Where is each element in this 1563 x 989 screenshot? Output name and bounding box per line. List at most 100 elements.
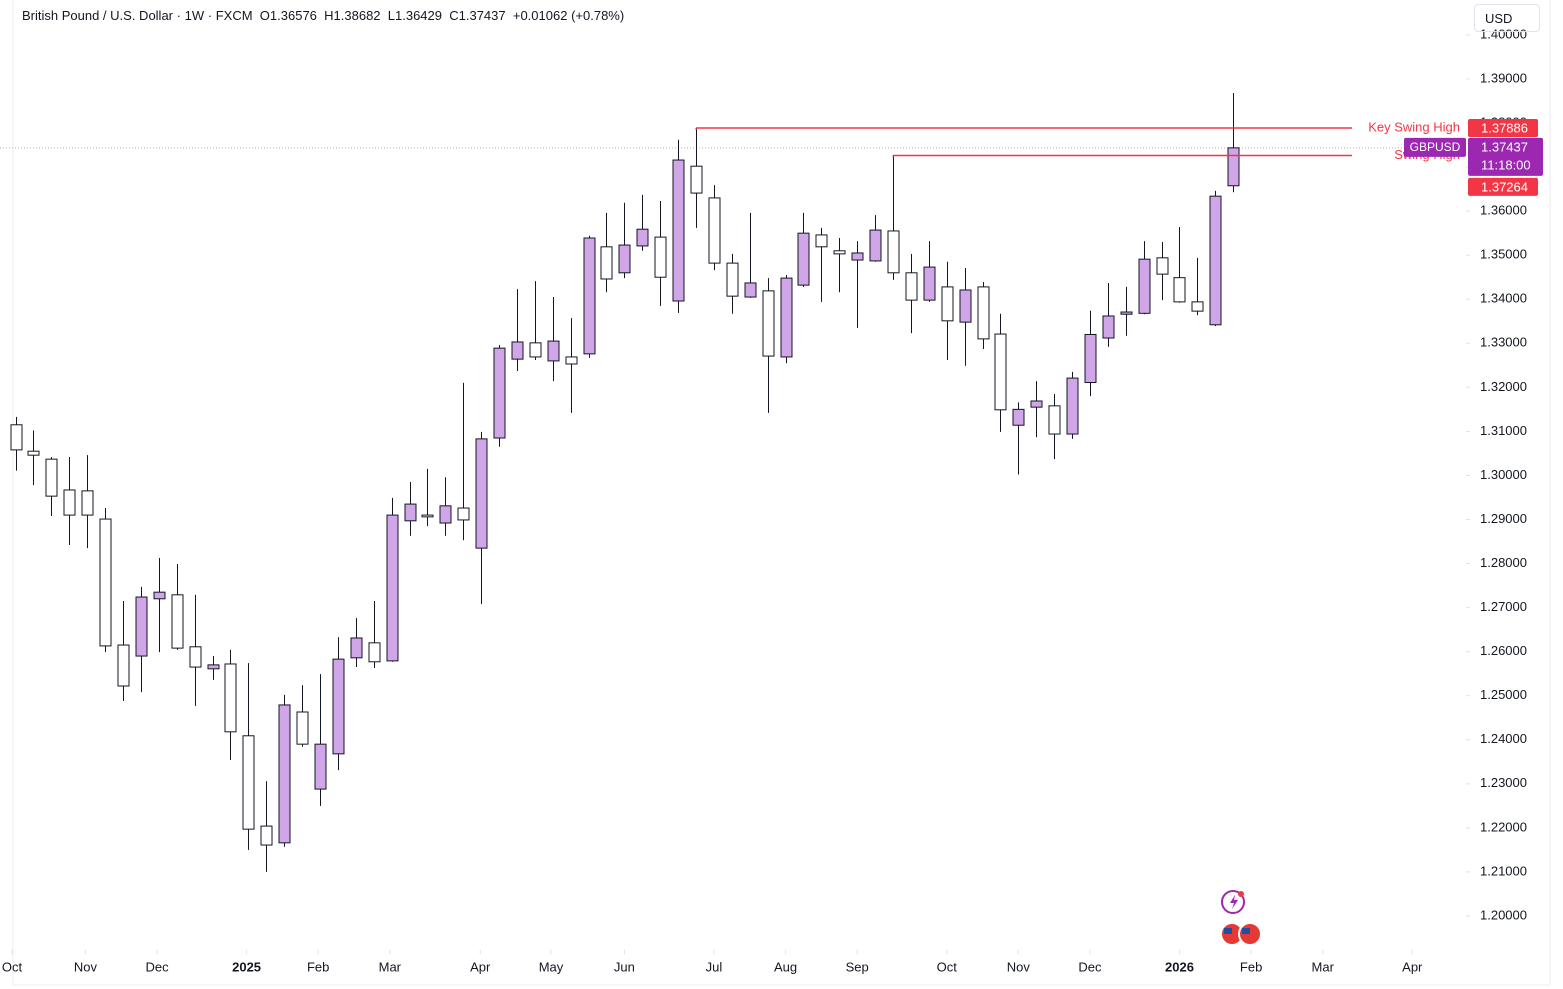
candle-body bbox=[905, 272, 918, 301]
candle-body bbox=[45, 458, 58, 497]
ohlc-value: 1.37437 bbox=[458, 8, 506, 23]
x-tick-label: Oct bbox=[2, 959, 23, 974]
candle-body bbox=[1138, 258, 1151, 314]
y-tick-label: 1.27000 bbox=[1480, 599, 1527, 614]
candle-body bbox=[117, 644, 130, 687]
candle-body bbox=[10, 424, 23, 451]
annotation-label: Key Swing High bbox=[1368, 119, 1460, 134]
separator: · bbox=[176, 8, 181, 23]
symbol-tag-label: GBPUSD bbox=[1410, 140, 1461, 154]
price-tag-label: 1.37437 bbox=[1481, 139, 1528, 154]
candle-body bbox=[565, 356, 578, 365]
annotation-price-tag bbox=[1468, 177, 1538, 196]
candle-body bbox=[1066, 377, 1079, 435]
symbol-tag bbox=[1404, 137, 1466, 157]
candle-body bbox=[171, 594, 184, 649]
candle-body bbox=[81, 490, 94, 516]
symbol-title: British Pound / U.S. Dollar bbox=[22, 8, 174, 23]
candle-body bbox=[493, 347, 506, 439]
annotation-price-tag bbox=[1468, 119, 1538, 138]
symbol-header: British Pound / U.S. Dollar · 1W · FXCM … bbox=[22, 8, 624, 23]
candle-body bbox=[1227, 147, 1240, 187]
candle-body bbox=[332, 658, 345, 755]
y-tick-label: 1.35000 bbox=[1480, 247, 1527, 262]
y-tick-label: 1.34000 bbox=[1480, 291, 1527, 306]
y-tick-label: 1.29000 bbox=[1480, 511, 1527, 526]
price-tag bbox=[1468, 137, 1543, 176]
candle-body bbox=[547, 340, 560, 362]
candle-body bbox=[421, 514, 434, 518]
candle-body bbox=[529, 342, 542, 358]
candle-body bbox=[439, 505, 452, 524]
candle-body bbox=[869, 229, 882, 262]
candle-body bbox=[726, 262, 739, 297]
x-tick-label: May bbox=[539, 959, 564, 974]
candle-body bbox=[1048, 405, 1061, 435]
candle-body bbox=[977, 286, 990, 340]
candle-body bbox=[583, 237, 596, 355]
axes: 1.20000 1.21000 1.22000 1.23000 1.24000 1.250… bbox=[2, 26, 1527, 974]
ohlc-label: C bbox=[449, 8, 459, 23]
candle-body bbox=[1173, 277, 1186, 303]
ohlc-value: 1.36576 bbox=[269, 8, 317, 23]
x-tick-label: Sep bbox=[846, 959, 869, 974]
ohlc-value: 1.36429 bbox=[395, 8, 442, 23]
separator: · bbox=[207, 8, 213, 23]
event-icons bbox=[1220, 890, 1262, 946]
countdown-label: 11:18:00 bbox=[1481, 157, 1531, 172]
candle-body bbox=[260, 825, 273, 846]
change-percent: (+0.78%) bbox=[571, 8, 625, 23]
x-tick-label: Oct bbox=[937, 959, 958, 974]
ohlc-label: H bbox=[324, 8, 334, 23]
x-tick-label: Feb bbox=[307, 959, 329, 974]
candle-body bbox=[887, 230, 900, 274]
candle-body bbox=[153, 591, 166, 600]
candle-body bbox=[1030, 400, 1043, 408]
y-tick-label: 1.33000 bbox=[1480, 335, 1527, 350]
candle-body bbox=[386, 514, 399, 662]
y-tick-label: 1.28000 bbox=[1480, 555, 1527, 570]
candle-body bbox=[833, 250, 846, 255]
y-tick-label: 1.24000 bbox=[1480, 731, 1527, 746]
candle-body bbox=[959, 289, 972, 323]
candle-body bbox=[994, 333, 1007, 411]
ohlc-value: 1.38682 bbox=[333, 8, 381, 23]
candle-body bbox=[708, 197, 721, 264]
candle-body bbox=[1191, 301, 1204, 312]
y-tick-label: 1.36000 bbox=[1480, 203, 1527, 218]
currency-button[interactable]: USD bbox=[1474, 4, 1540, 32]
candle-body bbox=[1120, 311, 1133, 315]
ohlc-label: L bbox=[387, 8, 395, 23]
x-tick-label: Feb bbox=[1240, 959, 1262, 974]
plot-area bbox=[0, 92, 1466, 872]
y-tick-label: 1.20000 bbox=[1480, 907, 1527, 922]
x-tick-label: Dec bbox=[1078, 959, 1102, 974]
x-tick-label: 2026 bbox=[1165, 959, 1194, 974]
candle-body bbox=[672, 159, 685, 302]
candle-body bbox=[1102, 315, 1115, 339]
candle-body bbox=[654, 236, 667, 278]
y-tick-label: 1.30000 bbox=[1480, 467, 1527, 482]
x-tick-label: Jun bbox=[614, 959, 635, 974]
candle-body bbox=[923, 266, 936, 301]
candle-body bbox=[1012, 408, 1025, 426]
candle-body bbox=[27, 450, 40, 456]
annotation-price-label: 1.37886 bbox=[1481, 120, 1528, 135]
interval[interactable]: 1W bbox=[184, 8, 205, 23]
x-tick-label: Mar bbox=[1312, 959, 1335, 974]
candle-body bbox=[314, 743, 327, 790]
y-tick-label: 1.22000 bbox=[1480, 819, 1527, 834]
candle-body bbox=[350, 637, 363, 659]
candle-body bbox=[941, 286, 954, 322]
x-tick-label: Aug bbox=[774, 959, 797, 974]
candle-body bbox=[815, 234, 828, 248]
candle-body bbox=[189, 646, 202, 668]
y-tick-label: 1.39000 bbox=[1480, 70, 1527, 85]
candle-body bbox=[404, 503, 417, 522]
candle-body bbox=[600, 246, 613, 280]
x-tick-label: Jul bbox=[706, 959, 723, 974]
x-tick-label: Nov bbox=[74, 959, 98, 974]
candle-body bbox=[851, 252, 864, 261]
